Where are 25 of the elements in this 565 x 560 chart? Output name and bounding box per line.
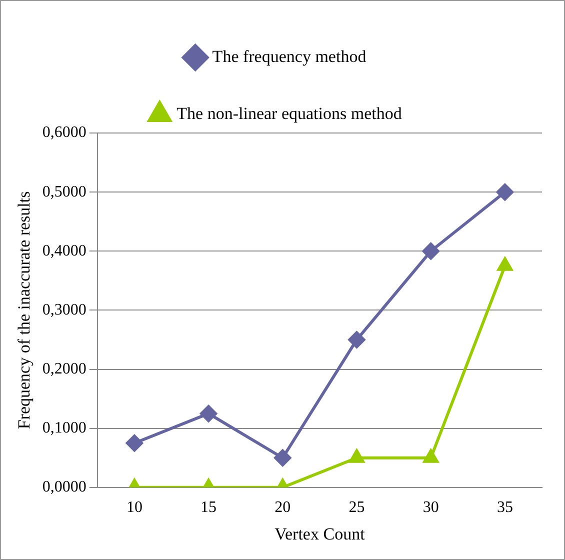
legend-label: The non-linear equations method	[176, 104, 402, 123]
point	[126, 434, 143, 452]
x-axis-title: Vertex Count	[274, 524, 366, 544]
y-tick-label: 0,2000	[42, 360, 86, 378]
y-tick-label: 0,0000	[42, 478, 86, 496]
x-tick-label: 10	[126, 499, 142, 516]
point	[422, 242, 440, 260]
x-tick-label: 25	[348, 499, 365, 516]
x-tick-label: 30	[422, 499, 439, 516]
point	[348, 331, 366, 348]
x-tick-label: 20	[274, 499, 291, 516]
point	[496, 184, 514, 201]
legend-label: The frequency method	[212, 46, 367, 66]
y-axis-title: Frequency of the inaccurate results	[14, 191, 34, 430]
y-tick-label: 0,5000	[42, 183, 86, 200]
point	[274, 449, 292, 466]
x-tick-label: 15	[200, 499, 217, 516]
y-tick-label: 0,1000	[42, 420, 86, 437]
y-tick-label: 0,3000	[42, 301, 86, 318]
x-tick-label: 35	[496, 499, 513, 516]
point	[200, 405, 218, 422]
point	[423, 449, 438, 463]
y-tick-label: 0,4000	[42, 242, 86, 260]
y-tick-label: 0,6000	[42, 124, 86, 142]
point	[349, 449, 364, 463]
